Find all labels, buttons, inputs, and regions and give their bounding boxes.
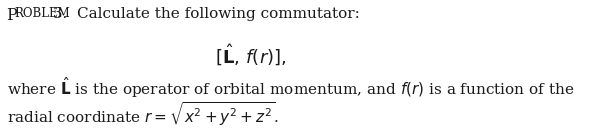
- Text: $[\hat{\mathbf{L}},\, f(r)],$: $[\hat{\mathbf{L}},\, f(r)],$: [215, 42, 287, 68]
- Text: 3.  Calculate the following commutator:: 3. Calculate the following commutator:: [48, 7, 360, 21]
- Text: ROBLEM: ROBLEM: [14, 7, 70, 20]
- Text: radial coordinate $r = \sqrt{x^2 + y^2 + z^2}$.: radial coordinate $r = \sqrt{x^2 + y^2 +…: [7, 100, 278, 128]
- Text: where $\hat{\mathbf{L}}$ is the operator of orbital momentum, and $f(r)$ is a fu: where $\hat{\mathbf{L}}$ is the operator…: [7, 75, 574, 100]
- Text: P: P: [7, 7, 18, 24]
